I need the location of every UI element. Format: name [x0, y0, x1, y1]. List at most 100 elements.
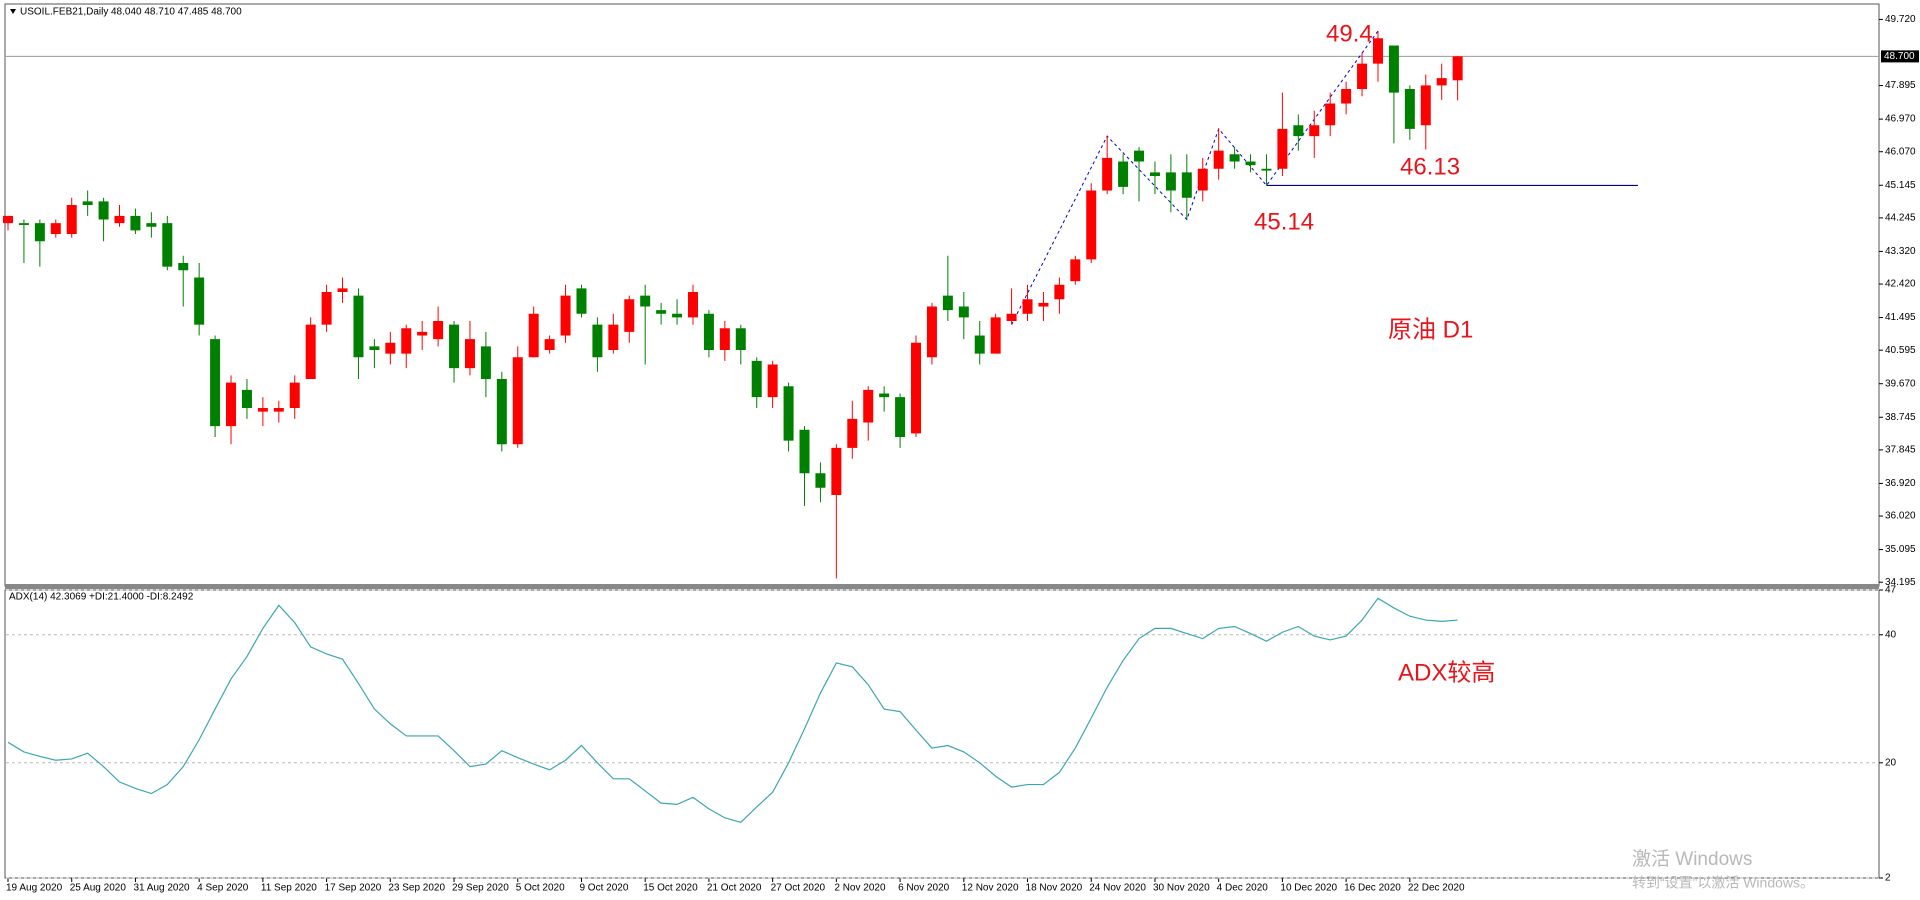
x-tick-label: 18 Nov 2020: [1026, 883, 1083, 894]
x-tick-label: 16 Dec 2020: [1344, 883, 1401, 894]
candle-body: [911, 342, 922, 434]
candle-body: [560, 295, 571, 336]
candle-body: [273, 408, 284, 412]
x-tick-label: 5 Oct 2020: [516, 883, 565, 894]
annotation: 49.4: [1326, 20, 1373, 47]
y-tick-label: 2: [1885, 873, 1891, 884]
candle-body: [576, 288, 587, 314]
adx-title: ADX(14) 42.3069 +DI:21.4000 -DI:8.2492: [9, 592, 194, 603]
chart-title: USOIL.FEB21,Daily: [20, 7, 108, 18]
x-tick-label: 21 Oct 2020: [707, 883, 762, 894]
candle-body: [353, 295, 364, 358]
x-tick-label: 25 Aug 2020: [70, 883, 127, 894]
candle-body: [672, 313, 683, 318]
candle-body: [210, 339, 221, 427]
candle-body: [926, 306, 937, 358]
candle-body: [592, 324, 603, 358]
x-tick-label: 17 Sep 2020: [325, 883, 382, 894]
candle-body: [1325, 103, 1336, 126]
candle-body: [178, 263, 189, 271]
candle-body: [34, 223, 45, 242]
candle-body: [257, 408, 268, 412]
candle-body: [98, 201, 109, 220]
candle-body: [990, 317, 1001, 354]
candle-body: [879, 393, 890, 398]
candle-body: [863, 389, 874, 423]
candle-body: [417, 331, 428, 336]
candle-body: [1134, 150, 1145, 162]
y-tick-label: 46.070: [1885, 146, 1916, 157]
y-tick-label: 38.745: [1885, 412, 1916, 423]
x-tick-label: 30 Nov 2020: [1153, 883, 1210, 894]
candle-body: [66, 205, 77, 235]
candle-body: [480, 346, 491, 380]
candle-body: [369, 346, 380, 351]
candle-body: [544, 339, 555, 351]
ohlc-text: 48.040 48.710 47.485 48.700: [111, 7, 242, 18]
candle-body: [496, 379, 507, 445]
candle-body: [735, 328, 746, 351]
annotation: 45.14: [1254, 208, 1314, 235]
x-tick-label: 9 Oct 2020: [579, 883, 628, 894]
y-tick-label: 20: [1885, 757, 1897, 768]
candle-body: [656, 310, 667, 314]
y-tick-label: 49.720: [1885, 14, 1916, 25]
candle-body: [114, 215, 125, 224]
x-tick-label: 10 Dec 2020: [1280, 883, 1337, 894]
price-label: 48.700: [1884, 51, 1915, 62]
y-tick-label: 41.495: [1885, 312, 1916, 323]
adx-line: [7, 597, 1458, 823]
y-tick-label: 45.145: [1885, 180, 1916, 191]
y-tick-label: 34.195: [1885, 577, 1916, 588]
x-tick-label: 12 Nov 2020: [962, 883, 1019, 894]
candle-body: [1213, 150, 1224, 169]
candle-body: [1420, 85, 1431, 126]
y-tick-label: 40.595: [1885, 345, 1916, 356]
x-tick-label: 27 Oct 2020: [771, 883, 826, 894]
candle-body: [624, 299, 635, 332]
candle-body: [831, 447, 842, 496]
annotation: 原油 D1: [1388, 316, 1473, 343]
y-tick-label: 35.095: [1885, 544, 1916, 555]
candle-body: [1245, 161, 1256, 166]
y-tick-label: 36.020: [1885, 511, 1916, 522]
candle-body: [1357, 63, 1368, 90]
candle-body: [687, 292, 698, 318]
candle-body: [1038, 302, 1049, 307]
candle-body: [433, 321, 444, 340]
x-tick-label: 29 Sep 2020: [452, 883, 509, 894]
price-label-box: [1881, 50, 1919, 63]
candle-body: [1436, 78, 1447, 86]
x-tick-label: 2 Nov 2020: [834, 883, 886, 894]
candle-body: [1293, 125, 1304, 137]
candle-body: [1404, 89, 1415, 129]
x-tick-label: 15 Oct 2020: [643, 883, 698, 894]
candle-body: [799, 429, 810, 474]
candle-body: [783, 386, 794, 441]
candle-body: [751, 360, 762, 398]
candle-body: [512, 357, 523, 445]
candle-body: [640, 295, 651, 307]
x-tick-label: 4 Dec 2020: [1217, 883, 1269, 894]
candle-body: [194, 277, 205, 325]
candle-body: [305, 324, 316, 380]
y-tick-label: 47.895: [1885, 80, 1916, 91]
candle-body: [815, 473, 826, 488]
candle-body: [1149, 172, 1160, 177]
candle-body: [958, 306, 969, 318]
x-tick-label: 19 Aug 2020: [6, 883, 63, 894]
candle-body: [1086, 190, 1097, 260]
candle-body: [719, 328, 730, 351]
candle-body: [1102, 157, 1113, 191]
candle-body: [241, 389, 252, 409]
menu-arrow[interactable]: [10, 9, 16, 14]
candle-body: [1165, 172, 1176, 191]
watermark: 激活 Windows: [1632, 848, 1752, 870]
x-tick-label: 4 Sep 2020: [197, 883, 249, 894]
candle-body: [50, 223, 61, 235]
x-tick-label: 23 Sep 2020: [388, 883, 445, 894]
candle-body: [767, 364, 778, 398]
y-tick-label: 36.920: [1885, 478, 1916, 489]
